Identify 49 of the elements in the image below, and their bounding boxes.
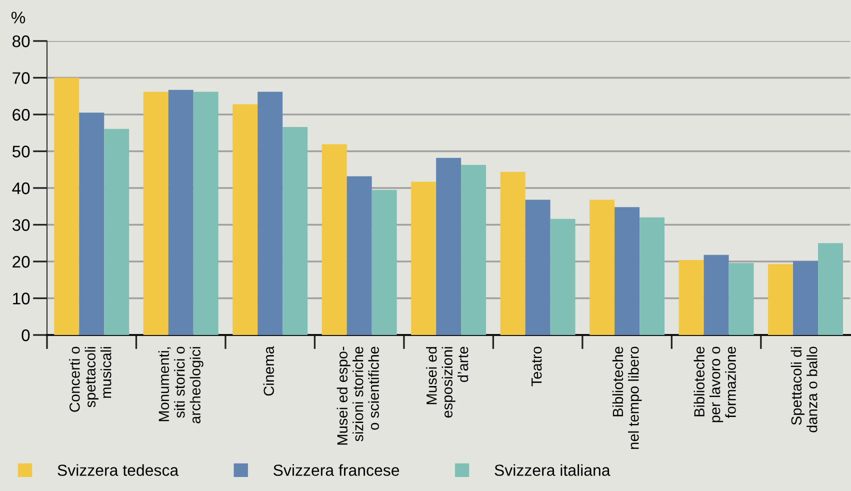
bar bbox=[436, 158, 462, 335]
bar bbox=[590, 200, 615, 335]
y-tick-label: 60 bbox=[12, 108, 30, 121]
bar bbox=[818, 243, 844, 335]
bar bbox=[640, 217, 665, 335]
bar bbox=[193, 92, 218, 335]
bar bbox=[143, 92, 168, 335]
bar bbox=[282, 126, 308, 335]
y-tick-label: 20 bbox=[12, 256, 30, 268]
x-tick-label: Musei ed espo- sizioni storiche o scientifiche bbox=[336, 346, 379, 445]
y-tick-label: 50 bbox=[12, 146, 30, 158]
x-tick-label: Monumenti, siti storici o archeologici bbox=[158, 346, 204, 424]
bar bbox=[322, 144, 347, 335]
y-tick-label: 80 bbox=[12, 35, 30, 48]
bar bbox=[79, 112, 104, 335]
bar bbox=[793, 261, 818, 335]
bar bbox=[346, 176, 372, 335]
bar bbox=[461, 164, 486, 335]
bar bbox=[168, 90, 194, 335]
bar bbox=[525, 200, 550, 335]
y-tick-label: 70 bbox=[12, 72, 30, 84]
x-tick-label: Spettacoli di danza o ballo bbox=[790, 346, 818, 432]
bar bbox=[104, 128, 130, 335]
y-tick-label: 0 bbox=[22, 329, 30, 342]
bar bbox=[614, 207, 640, 335]
legend-label: Svizzera tedesca bbox=[58, 464, 179, 476]
bar bbox=[704, 254, 729, 335]
bar bbox=[54, 78, 80, 335]
bar bbox=[678, 260, 704, 335]
y-tick-label: 30 bbox=[12, 219, 30, 231]
bar bbox=[550, 218, 576, 335]
y-axis-title: % bbox=[11, 12, 26, 24]
x-tick-label: Musei ed esposizioni d’arte bbox=[426, 346, 468, 418]
x-tick-label: Cinema bbox=[263, 346, 274, 396]
x-tick-label: Biblioteche nel tempo libero bbox=[612, 346, 642, 449]
bar bbox=[728, 262, 754, 335]
legend-label: Svizzera francese bbox=[274, 464, 400, 476]
bar bbox=[411, 182, 436, 335]
y-tick-label: 40 bbox=[12, 182, 30, 194]
bar bbox=[232, 104, 258, 335]
bar bbox=[372, 190, 397, 335]
bar bbox=[500, 172, 526, 335]
x-tick-label: Teatro bbox=[532, 346, 542, 386]
bar bbox=[258, 92, 283, 335]
x-tick-label: Biblioteche per lavoro o formazione bbox=[694, 346, 736, 422]
y-tick-label: 10 bbox=[13, 292, 30, 304]
x-tick-label: Concerti o spettacoli musicali bbox=[69, 346, 112, 412]
legend-label: Svizzera italiana bbox=[494, 464, 610, 476]
bar bbox=[768, 264, 794, 335]
